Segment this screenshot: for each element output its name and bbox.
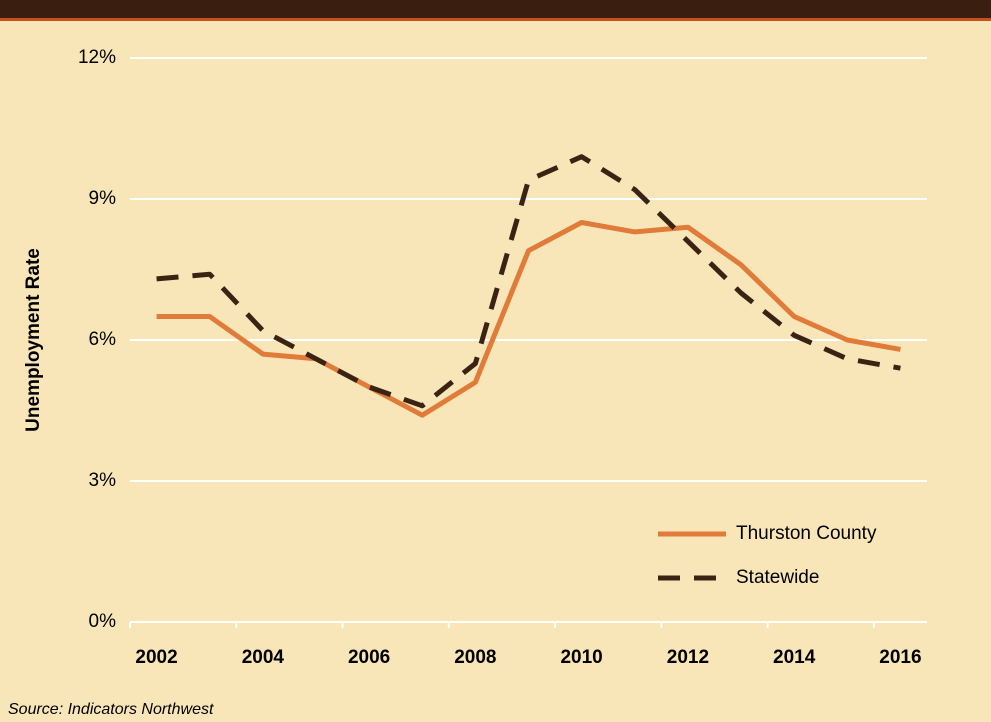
series-line [156, 220, 901, 418]
x-tick-label: 2016 [879, 647, 921, 668]
source: Source: Indicators Northwest [8, 701, 214, 718]
y-axis-label: Unemployment Rate [23, 248, 44, 432]
series-line [156, 154, 901, 409]
legend-label: Thurston County [736, 523, 877, 544]
x-tick-label: 2008 [454, 647, 496, 668]
x-tick-label: 2006 [348, 647, 390, 668]
title-bar [0, 0, 991, 20]
x-tick-label: 2012 [667, 647, 709, 668]
y-tick-label: 9% [89, 188, 117, 209]
y-tick-label: 6% [89, 329, 117, 350]
y-tick-label: 12% [78, 47, 116, 68]
y-tick-label: 0% [89, 611, 117, 632]
x-tick-label: 2004 [242, 647, 285, 668]
x-tick-label: 2014 [773, 647, 816, 668]
title-rule [0, 18, 991, 21]
y-tick-label: 3% [89, 470, 117, 491]
x-tick-label: 2010 [560, 647, 602, 668]
x-tick-label: 2002 [135, 647, 177, 668]
legend-label: Statewide [736, 567, 819, 588]
